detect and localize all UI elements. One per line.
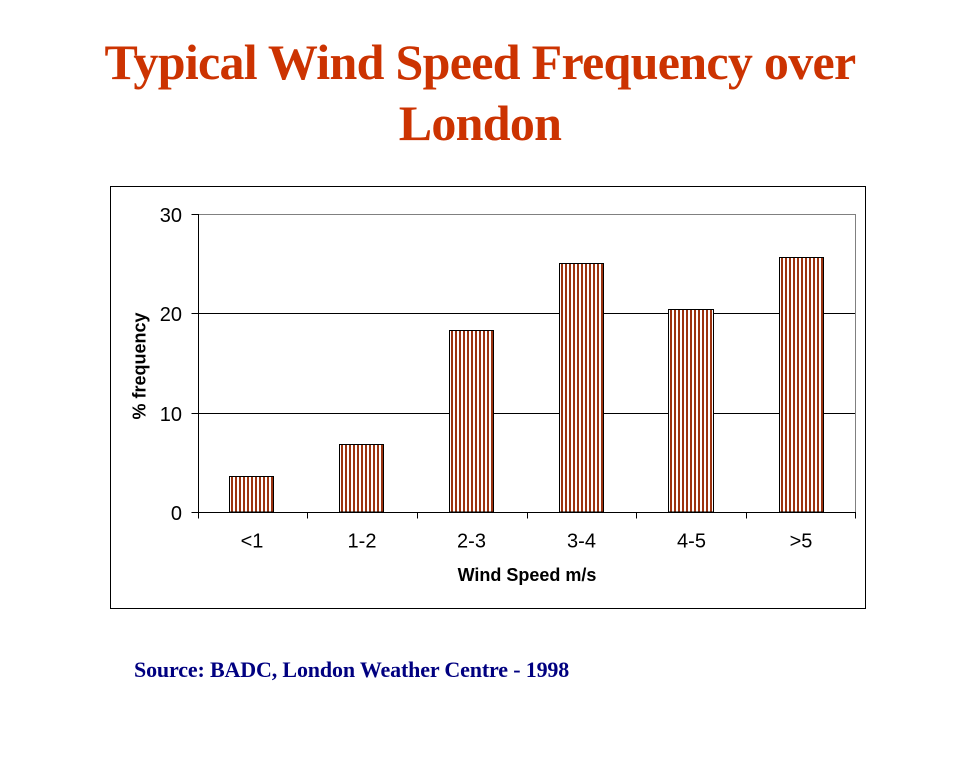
svg-text:0: 0 — [171, 503, 182, 525]
svg-text:1-2: 1-2 — [348, 531, 377, 553]
svg-text:% frequency: % frequency — [130, 312, 150, 419]
svg-text:Wind Speed m/s: Wind Speed m/s — [458, 565, 597, 585]
svg-text:>5: >5 — [790, 531, 813, 553]
svg-text:30: 30 — [160, 205, 182, 227]
svg-text:10: 10 — [160, 404, 182, 426]
svg-text:20: 20 — [160, 304, 182, 326]
svg-text:<1: <1 — [241, 531, 264, 553]
svg-text:3-4: 3-4 — [567, 531, 596, 553]
svg-text:4-5: 4-5 — [677, 531, 706, 553]
svg-text:2-3: 2-3 — [457, 531, 486, 553]
